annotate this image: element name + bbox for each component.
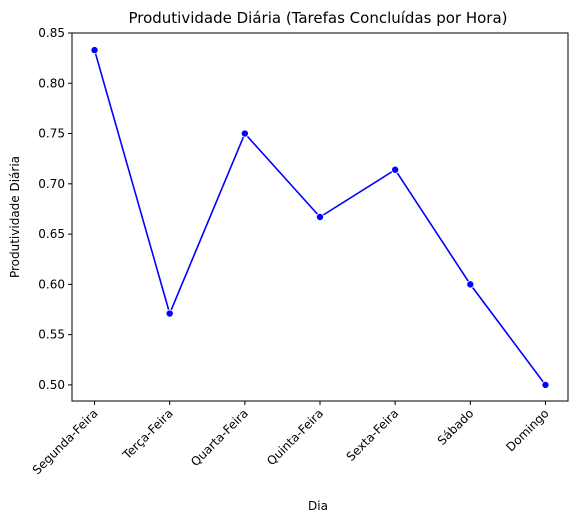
x-tick-label: Quinta-Feira [264, 406, 326, 468]
y-tick-label: 0.60 [38, 277, 65, 291]
y-tick-label: 0.70 [38, 177, 65, 191]
x-axis-label: Dia [308, 499, 328, 513]
y-tick-label: 0.80 [38, 76, 65, 90]
data-point [466, 280, 475, 289]
x-tick-label: Quarta-Feira [188, 406, 251, 469]
series-points [90, 46, 550, 389]
x-tick-label: Segunda-Feira [30, 406, 101, 477]
data-point [315, 212, 324, 221]
x-tick-label: Sexta-Feira [344, 406, 402, 464]
x-axis: Segunda-Feira Terça-Feira Quarta-Feira Quin… [30, 401, 552, 477]
y-tick-label: 0.50 [38, 378, 65, 392]
data-point [541, 380, 550, 389]
data-point [90, 46, 99, 55]
x-tick-label: Sábado [435, 406, 477, 448]
y-tick-label: 0.65 [38, 227, 65, 241]
y-tick-label: 0.55 [38, 328, 65, 342]
data-point [240, 129, 249, 138]
x-tick-label: Terça-Feira [119, 406, 175, 462]
y-tick-label: 0.85 [38, 26, 65, 40]
data-point [391, 165, 400, 174]
x-tick-label: Domingo [503, 406, 551, 454]
y-axis: 0.50 0.55 0.60 0.65 0.70 0.75 0.80 0.85 [38, 26, 72, 392]
y-tick-label: 0.75 [38, 127, 65, 141]
y-axis-label: Produtividade Diária [8, 156, 22, 278]
data-point [165, 309, 174, 318]
chart-title: Produtividade Diária (Tarefas Concluídas… [128, 9, 507, 27]
